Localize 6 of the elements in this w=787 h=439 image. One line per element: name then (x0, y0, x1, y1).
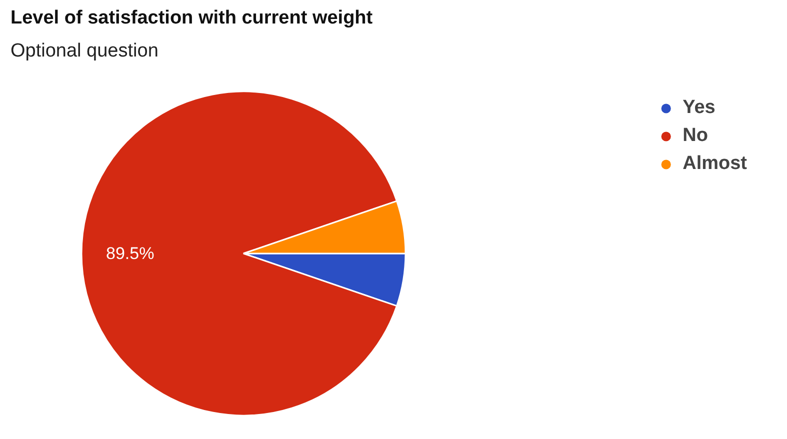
legend-label: Yes (682, 97, 716, 119)
chart-title: Level of satisfaction with current weight (10, 8, 374, 28)
legend-label: No (682, 125, 708, 147)
chart-subtitle: Optional question (10, 40, 158, 62)
data-label: 89.5% (106, 244, 154, 263)
legend-label: Almost (682, 153, 747, 175)
